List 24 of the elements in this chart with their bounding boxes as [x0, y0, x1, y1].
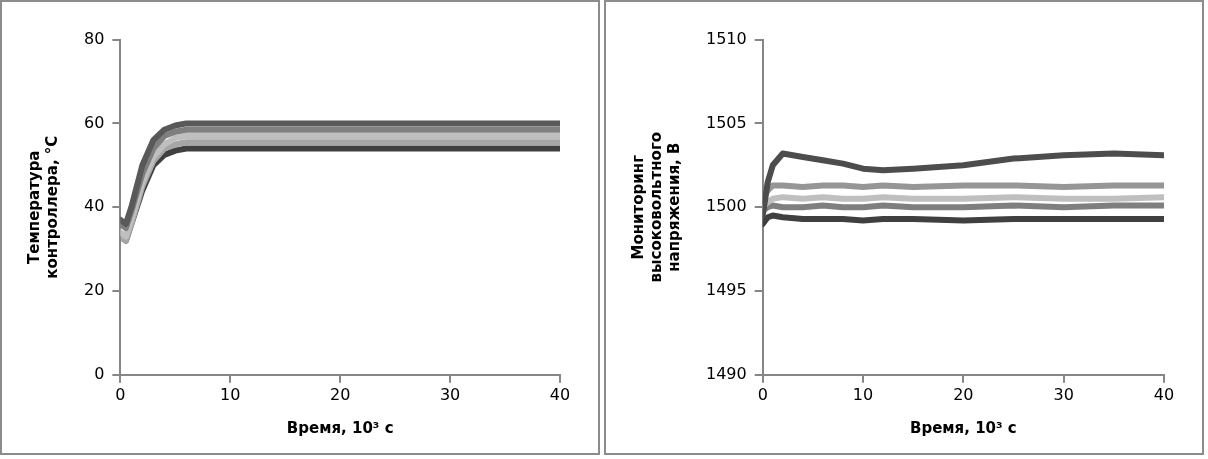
y-tick-label: 1510 [706, 28, 747, 48]
x-tick-label: 40 [1153, 384, 1175, 404]
x-tick-label: 30 [439, 384, 461, 404]
y-tick-label: 40 [84, 196, 105, 216]
y-tick-label: 0 [94, 363, 105, 383]
y-tick-label: 20 [84, 280, 105, 300]
y-tick-label: 80 [84, 28, 105, 48]
x-tick-label: 10 [852, 384, 874, 404]
x-tick-label: 40 [549, 384, 571, 404]
y-tick-label: 60 [84, 112, 105, 132]
y-tick-label: 1505 [706, 112, 747, 132]
x-axis-title: Время, 10³ с [910, 418, 1017, 437]
x-tick-label: 0 [115, 384, 126, 404]
y-axis-title: Мониторинг высоковольтного напряжения, В [628, 131, 683, 283]
y-axis-title: Температура контроллера, °С [24, 135, 61, 279]
x-tick-label: 10 [220, 384, 241, 404]
x-axis-title: Время, 10³ с [286, 418, 394, 437]
x-tick-label: 0 [757, 384, 768, 404]
x-tick-label: 20 [330, 384, 351, 404]
x-tick-label: 20 [953, 384, 974, 404]
y-tick-label: 1490 [706, 363, 747, 383]
x-tick-label: 30 [1053, 384, 1074, 404]
y-tick-label: 1495 [706, 280, 747, 300]
y-tick-label: 1500 [706, 196, 747, 216]
